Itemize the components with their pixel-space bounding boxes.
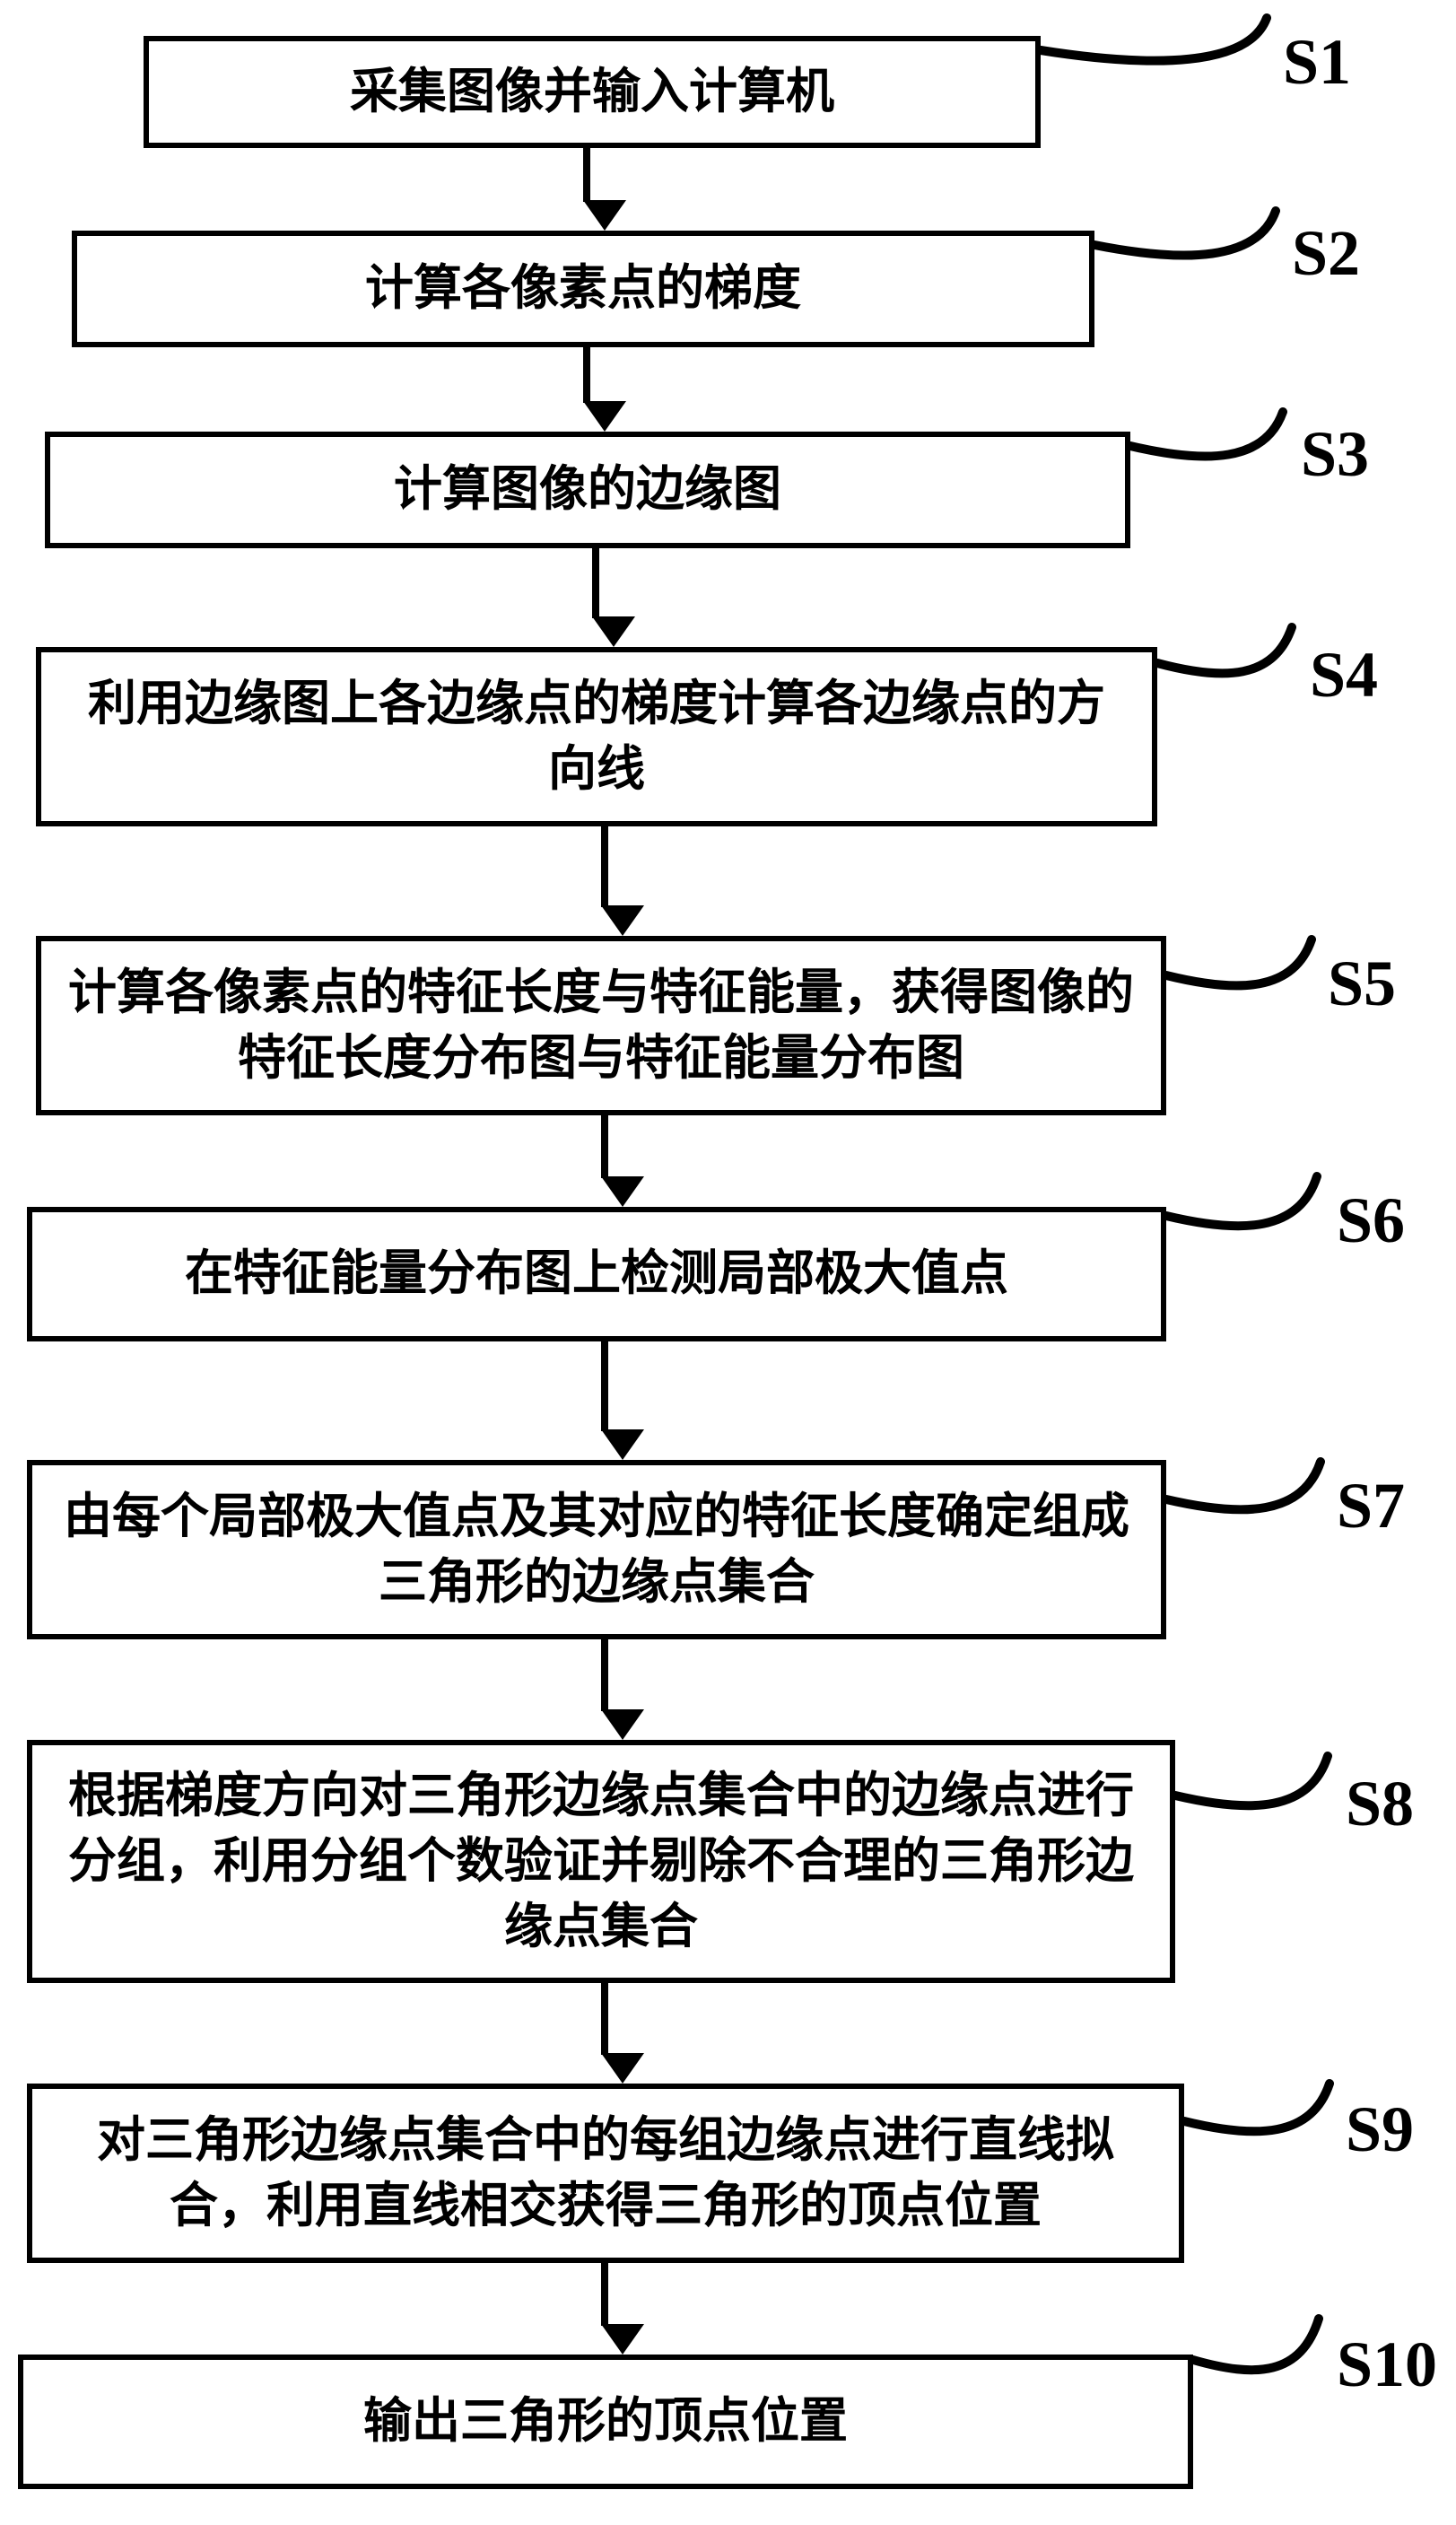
step-label-s1: S1: [1283, 25, 1351, 100]
arrow-head-icon: [601, 1709, 644, 1740]
connector-s2: [72, 191, 1312, 317]
connector-s1: [144, 0, 1303, 122]
arrow-shaft: [592, 548, 599, 618]
step-label-s6: S6: [1337, 1184, 1405, 1258]
step-label-s10: S10: [1337, 2328, 1437, 2402]
step-row-s3: 计算图像的边缘图S3: [18, 432, 1438, 548]
step-label-s3: S3: [1301, 417, 1369, 492]
step-row-s4: 利用边缘图上各边缘点的梯度计算各边缘点的方向线S4: [18, 647, 1438, 826]
connector-s3: [45, 392, 1319, 518]
step-row-s7: 由每个局部极大值点及其对应的特征长度确定组成三角形的边缘点集合S7: [18, 1460, 1438, 1639]
step-row-s9: 对三角形边缘点集合中的每组边缘点进行直线拟合，利用直线相交获得三角形的顶点位置S…: [18, 2084, 1438, 2263]
flowchart-container: 采集图像并输入计算机S1 计算各像素点的梯度S2 计算图像的边缘图S3 利用边缘图上各…: [18, 36, 1438, 2489]
arrow-shaft: [601, 1341, 608, 1431]
step-row-s10: 输出三角形的顶点位置S10: [18, 2355, 1438, 2489]
connector-s4: [36, 609, 1328, 735]
arrow-shaft: [601, 826, 608, 907]
step-label-s2: S2: [1292, 216, 1360, 291]
arrow-shaft: [601, 1983, 608, 2055]
step-label-s4: S4: [1310, 638, 1378, 712]
connector-s8: [27, 1742, 1364, 1867]
step-label-s5: S5: [1328, 947, 1396, 1021]
step-row-s5: 计算各像素点的特征长度与特征能量，获得图像的特征长度分布图与特征能量分布图S5: [18, 936, 1438, 1115]
connector-s5: [36, 922, 1347, 1047]
connector-s7: [27, 1446, 1356, 1571]
step-row-s8: 根据梯度方向对三角形边缘点集合中的边缘点进行分组，利用分组个数验证并剔除不合理的…: [18, 1740, 1438, 1983]
step-label-s8: S8: [1346, 1767, 1414, 1841]
connector-s6: [27, 1162, 1353, 1288]
step-row-s2: 计算各像素点的梯度S2: [18, 231, 1438, 347]
step-label-s9: S9: [1346, 2093, 1414, 2167]
step-row-s1: 采集图像并输入计算机S1: [18, 36, 1438, 148]
step-row-s6: 在特征能量分布图上检测局部极大值点S6: [18, 1207, 1438, 1341]
arrow-shaft: [601, 1639, 608, 1711]
connector-s9: [27, 2067, 1365, 2193]
connector-s10: [18, 2306, 1355, 2432]
step-label-s7: S7: [1337, 1469, 1405, 1543]
